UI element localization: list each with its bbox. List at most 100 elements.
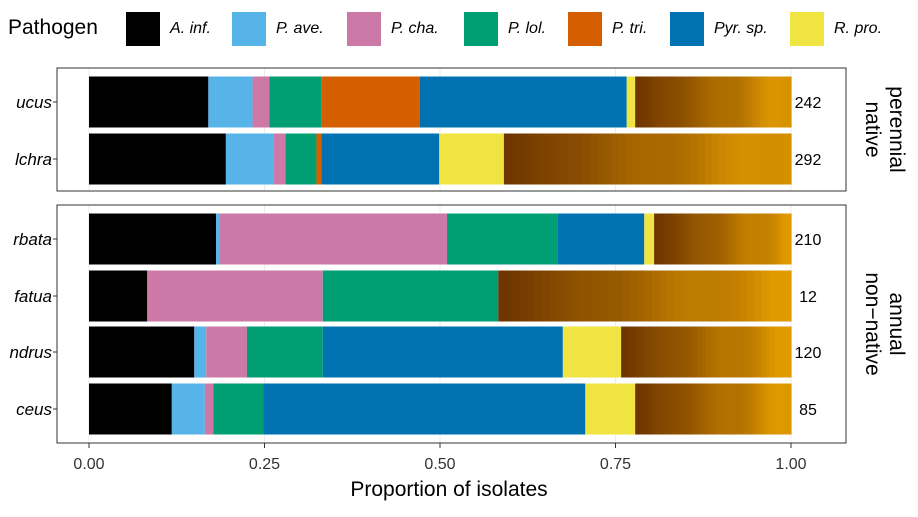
legend-title: Pathogen [8, 16, 98, 39]
bar-segment-other [664, 213, 669, 265]
bar-segment-other [625, 326, 631, 378]
bar-segment-other [732, 213, 737, 265]
bar-segment-other [639, 76, 644, 128]
bar-segment-other [644, 270, 653, 322]
bar-segment-other [775, 76, 780, 128]
bar-segment [171, 383, 205, 435]
bar-segment-other [736, 383, 741, 435]
bar-segment-other [597, 133, 605, 185]
bar-segment-other [680, 326, 686, 378]
bar-segment-other [776, 133, 785, 185]
bar-segment-other [752, 326, 758, 378]
bar-segment-other [787, 76, 792, 128]
bar-segment [447, 213, 558, 265]
bar-segment-other [717, 270, 726, 322]
bar-segment-other [685, 383, 691, 435]
bar-segment-other [608, 270, 616, 322]
bar-segment-other [740, 133, 749, 185]
bar-segment-other [646, 383, 652, 435]
bar-segment-other [769, 326, 775, 378]
bar-segment-other [776, 270, 785, 322]
bar-segment-other [783, 76, 788, 128]
count-label: 242 [795, 95, 822, 112]
bar-segment-other [611, 133, 620, 185]
bar-segment [321, 76, 420, 128]
bar-segment-other [767, 383, 773, 435]
bar-segment-other [681, 270, 690, 322]
bar-segment-other [762, 133, 771, 185]
bar-segment-other [642, 76, 648, 128]
bar-segment-other [681, 383, 687, 435]
bar-segment-other [670, 76, 675, 128]
bar-segment-other [659, 270, 668, 322]
bar-segment [322, 326, 563, 378]
bar-segment-other [697, 383, 702, 435]
bar-segment-other [729, 213, 734, 265]
bar-segment [562, 326, 622, 378]
bar-segment-other [593, 270, 602, 322]
bar-segment-other [756, 213, 761, 265]
bar-segment-other [654, 76, 660, 128]
bar-segment-other [718, 326, 724, 378]
legend-label: Pyr. sp. [714, 20, 768, 37]
bar-segment-other [635, 76, 640, 128]
bar-segment-other [678, 213, 683, 265]
bar-segment-other [564, 270, 573, 322]
bar-segment-other [498, 270, 507, 322]
legend-label: P. cha. [391, 20, 439, 37]
bar-segment-other [534, 270, 543, 322]
bar-segment [194, 326, 207, 378]
row-label: rbata [13, 230, 52, 249]
bar-segment-other [728, 76, 734, 128]
bar-segment-other [747, 133, 756, 185]
bar-segment-other [671, 213, 676, 265]
bar-segment-other [786, 326, 792, 378]
bar-segment-other [761, 326, 767, 378]
facet-label: native [861, 101, 884, 157]
bar-segment-other [646, 326, 652, 378]
bar-segment-other [697, 133, 706, 185]
bar-segment-other [650, 326, 656, 378]
bar-segment-other [654, 133, 663, 185]
bar-segment-other [714, 326, 720, 378]
bar-segment [219, 213, 448, 265]
bar-segment-other [651, 270, 660, 322]
bar-segment-other [787, 383, 792, 435]
legend-swatch [568, 12, 602, 46]
bar-segment [321, 133, 440, 185]
bar-segment-other [659, 326, 665, 378]
bar-segment-other [761, 270, 770, 322]
bar-segment-other [689, 383, 695, 435]
bar-segment-other [731, 326, 737, 378]
bar-segment-other [767, 76, 773, 128]
facet-label: perennial [885, 86, 908, 172]
bar-segment-other [723, 326, 728, 378]
count-label: 210 [795, 232, 822, 249]
bar-segment-other [668, 133, 677, 185]
bar-segment [89, 213, 217, 265]
bar-segment-other [724, 383, 730, 435]
bar-segment-other [716, 383, 722, 435]
bar-segment-other [642, 383, 648, 435]
x-tick-label: 1.00 [775, 456, 806, 473]
bar-segment-other [708, 213, 713, 265]
bar-segment-other [629, 326, 635, 378]
row-label: ceus [16, 400, 52, 419]
bar-segment-other [554, 133, 562, 185]
bar-segment-other [689, 326, 694, 378]
bar-segment-other [525, 133, 534, 185]
legend-swatch [126, 12, 160, 46]
bar-segment-other [582, 133, 591, 185]
bar-segment-other [512, 270, 521, 322]
bar-segment [263, 383, 586, 435]
bar-segment-other [578, 270, 587, 322]
bar-segment-other [783, 133, 792, 185]
bar-segment-other [546, 133, 555, 185]
bar-segment-other [655, 326, 660, 378]
bar-segment-other [693, 76, 699, 128]
bar-segment-other [698, 213, 703, 265]
bar-segment-other [771, 383, 777, 435]
bar-segment-other [666, 76, 671, 128]
legend-swatch [670, 12, 704, 46]
bar-segment [252, 76, 270, 128]
